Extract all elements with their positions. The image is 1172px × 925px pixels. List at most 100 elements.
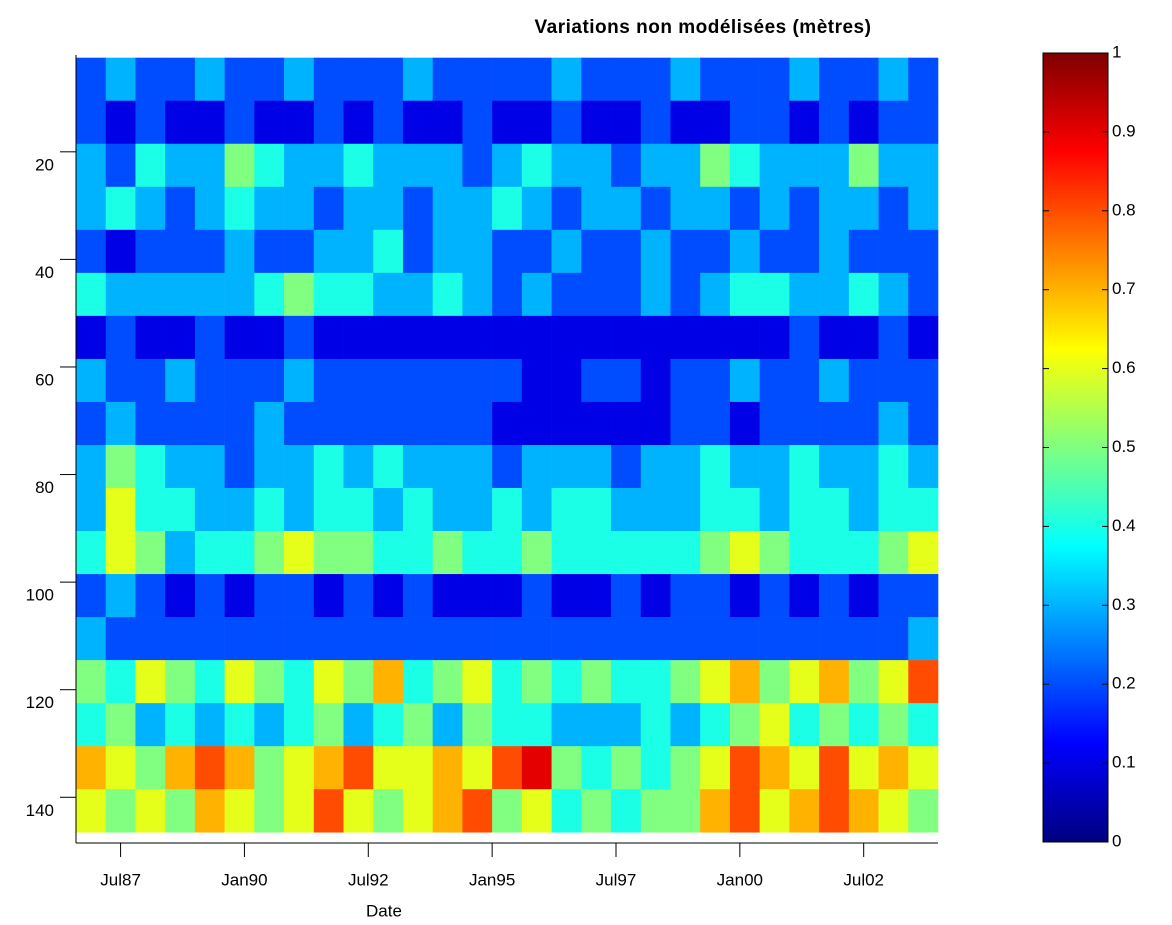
heatmap-cell [313, 143, 344, 188]
heatmap-cell [521, 186, 552, 231]
heatmap-cell [640, 531, 671, 575]
heatmap-cell [670, 401, 701, 446]
heatmap-cell [284, 57, 315, 102]
heatmap-cell [76, 789, 107, 833]
heatmap-cell [105, 444, 136, 489]
heatmap-cell [194, 703, 225, 747]
chart-title: Variations non modélisées (mètres) [535, 17, 872, 38]
heatmap-cell [848, 57, 879, 102]
heatmap-cell [551, 487, 582, 532]
heatmap-cell [402, 315, 433, 360]
heatmap-cell [759, 186, 790, 231]
heatmap-cell [105, 531, 136, 575]
heatmap-cell [194, 444, 225, 489]
heatmap-cell [462, 272, 493, 317]
heatmap-cell [135, 229, 166, 274]
heatmap-cell [284, 487, 315, 532]
heatmap-cell [759, 315, 790, 360]
heatmap-cell [581, 358, 612, 403]
heatmap-cell [581, 272, 612, 317]
heatmap-cell [908, 186, 939, 231]
heatmap-cell [700, 358, 731, 403]
heatmap-cell [402, 746, 433, 790]
heatmap-cell [789, 487, 820, 532]
heatmap-cell [848, 358, 879, 403]
heatmap-cell [313, 703, 344, 747]
heatmap-cell [551, 229, 582, 274]
heatmap-cell [194, 660, 225, 704]
heatmap-cell [759, 100, 790, 145]
heatmap-cell [432, 487, 463, 532]
heatmap-cell [462, 703, 493, 747]
heatmap-cell [284, 746, 315, 790]
heatmap-cell [432, 229, 463, 274]
heatmap-cell [640, 272, 671, 317]
colorbar-tick-label: 0.3 [1112, 595, 1136, 614]
heatmap-cell [551, 401, 582, 446]
heatmap-cell [254, 746, 285, 790]
heatmap-cell [254, 272, 285, 317]
heatmap-cell [194, 487, 225, 532]
heatmap-cell [462, 617, 493, 661]
heatmap-cell [254, 100, 285, 145]
heatmap-cell [611, 531, 642, 575]
heatmap-cell [581, 487, 612, 532]
y-tick-label: 60 [35, 370, 54, 389]
heatmap-cell [254, 444, 285, 489]
heatmap-cell [402, 100, 433, 145]
heatmap-cell [165, 789, 196, 833]
heatmap-cell [165, 574, 196, 618]
heatmap-cell [313, 229, 344, 274]
heatmap-cell [670, 272, 701, 317]
heatmap-cell [254, 789, 285, 833]
heatmap-cell [492, 100, 523, 145]
heatmap-cell [581, 100, 612, 145]
heatmap-cell [640, 703, 671, 747]
heatmap-cell [135, 746, 166, 790]
heatmap-cell [640, 57, 671, 102]
heatmap-cell [432, 574, 463, 618]
heatmap-cell [848, 789, 879, 833]
heatmap-cell [402, 186, 433, 231]
heatmap-cell [848, 703, 879, 747]
heatmap-cell [254, 401, 285, 446]
heatmap-cell [313, 272, 344, 317]
heatmap-cell [402, 487, 433, 532]
heatmap-cell [908, 100, 939, 145]
heatmap-cell [224, 229, 255, 274]
heatmap-cell [611, 660, 642, 704]
heatmap-cell [402, 358, 433, 403]
heatmap-cell [819, 100, 850, 145]
heatmap-cell [521, 789, 552, 833]
heatmap-cell [640, 401, 671, 446]
heatmap-cell [492, 660, 523, 704]
heatmap-cell [284, 660, 315, 704]
heatmap-cell [224, 358, 255, 403]
heatmap-cell [76, 186, 107, 231]
heatmap-cell [105, 487, 136, 532]
heatmap-cell [373, 746, 404, 790]
heatmap-cell [819, 401, 850, 446]
heatmap-cell [165, 100, 196, 145]
heatmap-cell [284, 272, 315, 317]
heatmap-cell [581, 57, 612, 102]
heatmap-cell [343, 315, 374, 360]
heatmap-cell [462, 358, 493, 403]
heatmap-cell [402, 272, 433, 317]
heatmap-cell [700, 57, 731, 102]
heatmap-cell [165, 229, 196, 274]
heatmap-cell [165, 401, 196, 446]
heatmap-cell [729, 358, 760, 403]
heatmap-cell [611, 401, 642, 446]
heatmap-cell [432, 358, 463, 403]
heatmap-cell [462, 789, 493, 833]
heatmap-cell [700, 401, 731, 446]
heatmap-cell [759, 574, 790, 618]
heatmap-cell [521, 703, 552, 747]
heatmap-cell [402, 789, 433, 833]
heatmap-cell [729, 401, 760, 446]
heatmap-cell [789, 100, 820, 145]
heatmap-cell [402, 143, 433, 188]
y-tick-label: 140 [26, 801, 54, 820]
heatmap-cell [848, 229, 879, 274]
